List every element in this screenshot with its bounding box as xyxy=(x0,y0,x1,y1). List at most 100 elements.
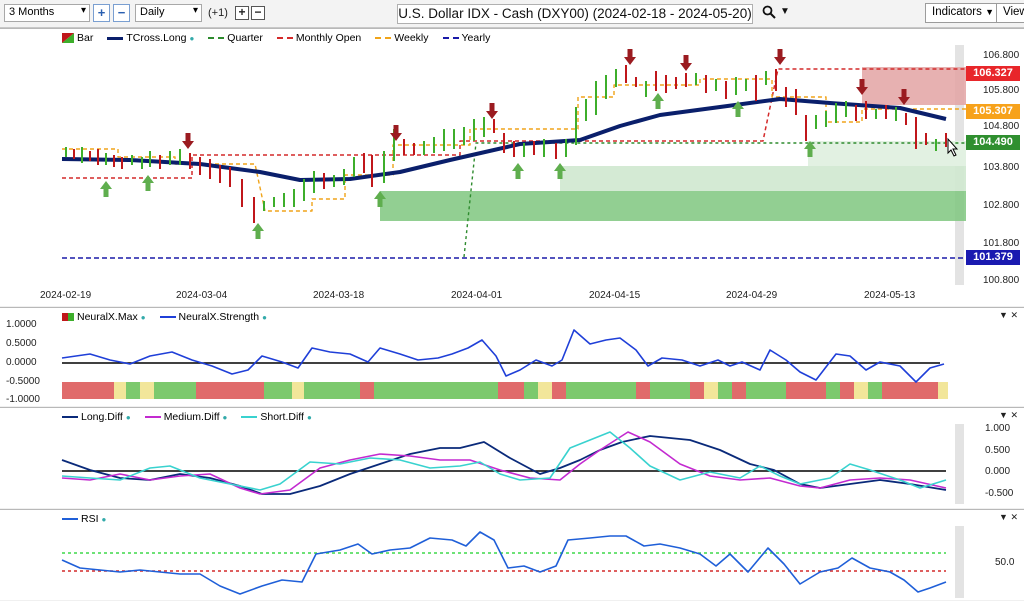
diff-tick: 0.500 xyxy=(985,445,1011,456)
price-tick: 104.800 xyxy=(983,121,1020,132)
yearly-badge: 101.379 xyxy=(966,250,1020,265)
price-panel[interactable]: Bar TCross.Long ● Quarter Monthly Open We… xyxy=(0,28,1024,306)
legend-long-diff: Long.Diff ● xyxy=(62,411,131,423)
medium-diff-line xyxy=(61,431,947,495)
legend-yearly-label: Yearly xyxy=(461,32,491,44)
diff-panel[interactable]: Long.Diff ● Medium.Diff ● Short.Diff ● ▼ ✕ … xyxy=(0,407,1024,508)
signal-strip-cell xyxy=(854,382,868,399)
sell-arrow-icon xyxy=(898,89,910,105)
diff-legend: Long.Diff ● Medium.Diff ● Short.Diff ● xyxy=(62,411,312,423)
chevron-down-icon: ▾ xyxy=(192,5,198,16)
offset-label: (+1) xyxy=(208,7,228,19)
search-icon[interactable] xyxy=(762,5,776,22)
buy-arrow-icon xyxy=(732,101,744,117)
period-select[interactable]: 3 Months ▾ xyxy=(4,4,90,22)
diff-scroll-strip[interactable] xyxy=(955,424,964,504)
support-zone xyxy=(380,191,966,221)
price-tick: 106.800 xyxy=(983,50,1020,61)
buy-arrow-icon xyxy=(100,181,112,197)
signal-strip-cell xyxy=(140,382,154,399)
legend-neuralx-strength-label: NeuralX.Strength xyxy=(178,311,260,323)
signal-strip-cell xyxy=(304,382,360,399)
chevron-down-icon: ▾ xyxy=(80,5,86,16)
price-chart xyxy=(61,49,966,259)
signal-strip-cell xyxy=(636,382,650,399)
rsi-scroll-strip[interactable] xyxy=(955,526,964,598)
neuralx-strength-line xyxy=(61,329,945,383)
zoom-out-button[interactable]: − xyxy=(113,4,130,22)
indicators-button[interactable]: Indicators ▼ xyxy=(925,3,1001,23)
rsi-legend: RSI ● xyxy=(62,513,106,525)
panel-collapse-icon[interactable]: ▼ ✕ xyxy=(999,410,1018,420)
sell-arrow-icon xyxy=(680,55,692,71)
search-dropdown-icon[interactable]: ▼ xyxy=(780,6,790,17)
legend-weekly: Weekly xyxy=(375,32,429,44)
legend-quarter: Quarter xyxy=(208,32,263,44)
price-tick: 102.800 xyxy=(983,200,1020,211)
price-tick: 105.800 xyxy=(983,85,1020,96)
signal-strip-cell xyxy=(868,382,882,399)
toolbar: 3 Months ▾ + − Daily ▾ (+1) + − U.S. Dol… xyxy=(0,0,1024,28)
neuralx-chart xyxy=(61,329,948,399)
legend-long-diff-label: Long.Diff xyxy=(81,411,123,423)
legend-tcross: TCross.Long ● xyxy=(107,32,194,44)
signal-strip-cell xyxy=(196,382,264,399)
panel-collapse-icon[interactable]: ▼ ✕ xyxy=(999,310,1018,320)
long-diff-line xyxy=(61,435,947,495)
sell-arrow-icon xyxy=(390,125,402,141)
date-tick: 2024-05-13 xyxy=(864,290,916,301)
legend-bar-label: Bar xyxy=(77,32,94,44)
buy-arrow-icon xyxy=(804,141,816,157)
offset-plus-button[interactable]: + xyxy=(235,6,249,20)
neuralx-tick: 0.0000 xyxy=(6,357,37,368)
signal-strip-cell xyxy=(704,382,718,399)
neuralx-tick: -0.5000 xyxy=(6,376,40,387)
legend-medium-diff: Medium.Diff ● xyxy=(144,411,227,423)
legend-monthly: Monthly Open xyxy=(276,32,362,44)
sell-arrow-icon xyxy=(774,49,786,65)
sell-arrow-icon xyxy=(182,133,194,149)
view-label: View xyxy=(1003,6,1024,18)
signal-strip-cell xyxy=(566,382,636,399)
price-legend: Bar TCross.Long ● Quarter Monthly Open We… xyxy=(62,32,490,44)
date-tick: 2024-02-19 xyxy=(40,290,92,301)
neuralx-panel[interactable]: NeuralX.Max ● NeuralX.Strength ● ▼ ✕ 1.000… xyxy=(0,307,1024,406)
interval-value: Daily xyxy=(140,6,165,18)
date-tick: 2024-04-29 xyxy=(726,290,778,301)
view-button[interactable]: View xyxy=(996,3,1024,23)
legend-yearly: Yearly xyxy=(442,32,491,44)
interval-select[interactable]: Daily ▾ xyxy=(135,4,202,22)
monthly-open-line xyxy=(62,68,966,179)
weekly-badge: 105.307 xyxy=(966,104,1020,119)
price-tick: 103.800 xyxy=(983,162,1020,173)
legend-rsi-label: RSI xyxy=(81,513,99,525)
support-zone xyxy=(560,166,966,191)
resistance-zone xyxy=(862,67,966,105)
signal-strip-cell xyxy=(126,382,140,399)
diff-tick: 1.000 xyxy=(985,423,1011,434)
buy-arrow-icon xyxy=(652,93,664,109)
buy-arrow-icon xyxy=(374,191,386,207)
chart-title[interactable]: U.S. Dollar IDX - Cash (DXY00) (2024-02-… xyxy=(397,4,753,24)
short-diff-line xyxy=(61,431,947,491)
signal-strip-cell xyxy=(840,382,854,399)
signal-strip-cell xyxy=(786,382,826,399)
neuralx-legend: NeuralX.Max ● NeuralX.Strength ● xyxy=(62,311,267,323)
signal-strip-cell xyxy=(292,382,304,399)
rsi-tick: 50.0 xyxy=(995,557,1015,568)
quarter-line xyxy=(463,142,966,258)
signal-strip-cell xyxy=(882,382,938,399)
signal-strip-cell xyxy=(732,382,746,399)
offset-minus-button[interactable]: − xyxy=(251,6,265,20)
legend-tcross-label: TCross.Long xyxy=(126,32,187,44)
buy-arrow-icon xyxy=(512,163,524,179)
zoom-in-button[interactable]: + xyxy=(93,4,110,22)
neuralx-tick: 1.0000 xyxy=(6,319,37,330)
date-tick: 2024-04-01 xyxy=(451,290,503,301)
legend-monthly-label: Monthly Open xyxy=(295,32,362,44)
signal-strip-cell xyxy=(62,382,114,399)
panel-collapse-icon[interactable]: ▼ ✕ xyxy=(999,512,1018,522)
rsi-panel[interactable]: RSI ● ▼ ✕ 50.0 xyxy=(0,509,1024,600)
signal-strip-cell xyxy=(650,382,690,399)
quarter-badge: 104.490 xyxy=(966,135,1020,150)
